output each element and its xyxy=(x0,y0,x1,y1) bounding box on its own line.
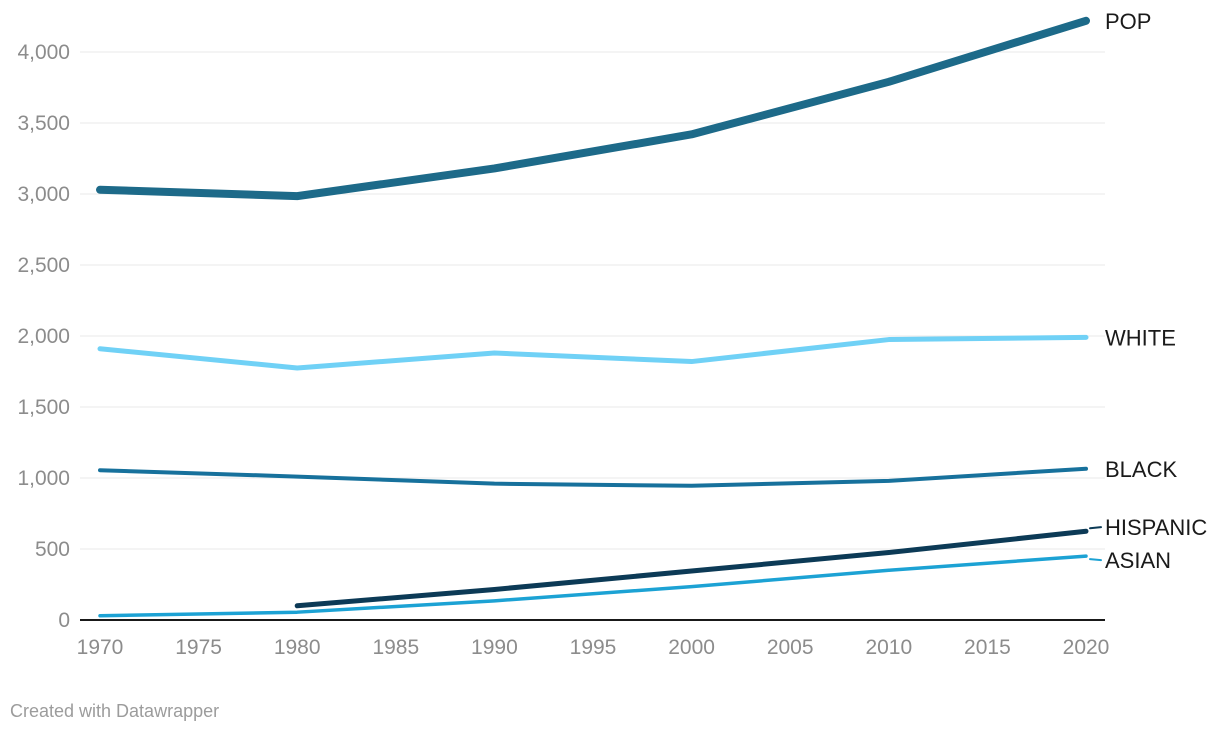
x-tick-label: 2005 xyxy=(767,636,814,659)
y-tick-label: 4,000 xyxy=(17,41,70,64)
x-tick-label: 1990 xyxy=(471,636,518,659)
series-label-asian: ASIAN xyxy=(1105,548,1171,573)
line-asian xyxy=(98,554,1088,618)
y-tick-label: 3,500 xyxy=(17,112,70,135)
y-tick-label: 500 xyxy=(35,538,70,561)
y-tick-label: 0 xyxy=(58,609,70,632)
series-label-white: WHITE xyxy=(1105,325,1176,350)
x-tick-label: 1980 xyxy=(274,636,321,659)
x-tick-label: 1985 xyxy=(372,636,419,659)
label-connector-asian xyxy=(1089,558,1102,562)
x-tick-label: 1970 xyxy=(77,636,124,659)
x-tick-label: 2000 xyxy=(668,636,715,659)
x-tick-label: 1995 xyxy=(570,636,617,659)
y-tick-label: 1,500 xyxy=(17,396,70,419)
series-label-black: BLACK xyxy=(1105,457,1177,482)
y-tick-label: 2,500 xyxy=(17,254,70,277)
y-tick-label: 1,000 xyxy=(17,467,70,490)
line-chart: 0 500 1,000 1,500 2,000 2,500 3,000 3,500 4,000 1… xyxy=(17,9,1207,659)
y-tick-label: 3,000 xyxy=(17,183,70,206)
line-black xyxy=(98,466,1088,488)
line-white xyxy=(97,334,1089,371)
x-tick-label: 2020 xyxy=(1063,636,1110,659)
line-pop xyxy=(96,16,1090,201)
label-connector-hispanic xyxy=(1089,526,1102,530)
series-label-hispanic: HISPANIC xyxy=(1105,515,1207,540)
y-tick-label: 2,000 xyxy=(17,325,70,348)
line-hispanic xyxy=(294,528,1089,609)
x-tick-label: 2015 xyxy=(964,636,1011,659)
line-chart-svg: 0 500 1,000 1,500 2,000 2,500 3,000 3,500 4,000 1… xyxy=(17,9,1207,659)
series-label-pop: POP xyxy=(1105,9,1151,34)
x-tick-label: 2010 xyxy=(865,636,912,659)
datawrapper-attribution[interactable]: Created with Datawrapper xyxy=(10,701,220,721)
x-tick-label: 1975 xyxy=(175,636,222,659)
